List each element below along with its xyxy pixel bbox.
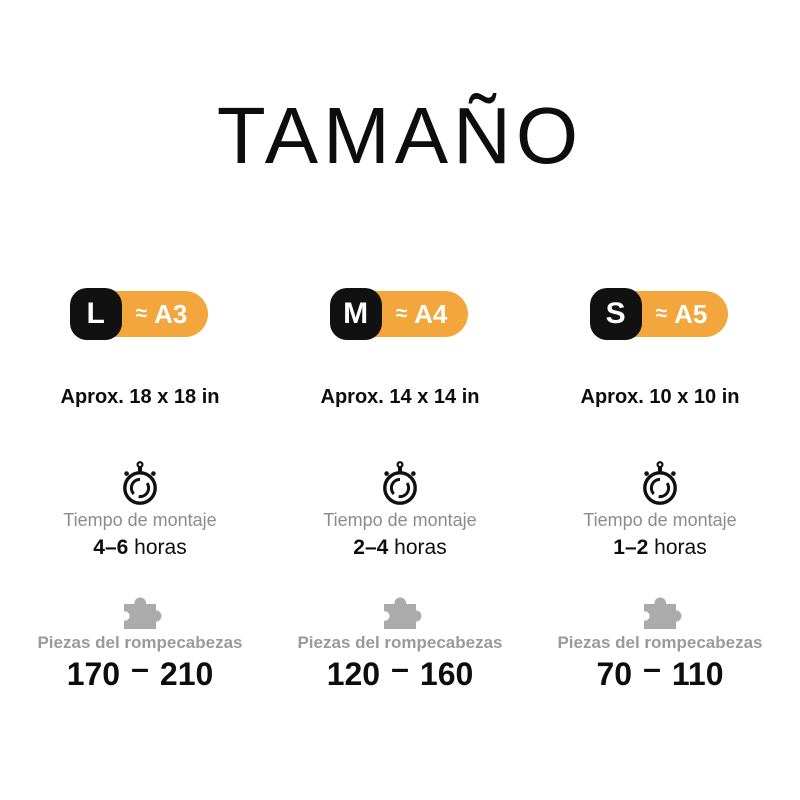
pieces-min: 170 bbox=[66, 656, 121, 692]
time-unit: horas bbox=[394, 536, 447, 559]
pieces-max: 160 bbox=[419, 656, 474, 692]
stopwatch-icon bbox=[378, 461, 422, 507]
pieces-min: 70 bbox=[596, 656, 633, 692]
size-column-s: S ≈ A5 Aprox. 10 x 10 in Tiempo de monta… bbox=[530, 288, 790, 690]
pieces-range: 120 – 160 bbox=[326, 652, 474, 692]
paper-size-pill: S ≈ A5 bbox=[589, 288, 729, 340]
size-column-m: M ≈ A4 Aprox. 14 x 14 in Tiempo de monta… bbox=[270, 288, 530, 690]
pieces-max: 110 bbox=[671, 656, 724, 692]
paper-size-label: A3 bbox=[154, 298, 188, 329]
puzzle-piece-icon bbox=[638, 592, 682, 630]
assembly-time-label: Tiempo de montaje bbox=[583, 510, 737, 530]
assembly-time-label: Tiempo de montaje bbox=[63, 510, 217, 530]
pieces-dash: – bbox=[391, 650, 409, 686]
puzzle-piece-icon bbox=[378, 592, 422, 630]
approx-symbol: ≈ bbox=[395, 302, 408, 325]
size-column-l: L ≈ A3 Aprox. 18 x 18 in Tiempo de monta… bbox=[10, 288, 270, 690]
pieces-range: 170 – 210 bbox=[66, 652, 214, 692]
dimensions-text: Aprox. 18 x 18 in bbox=[60, 386, 220, 408]
time-range: 4–6 bbox=[93, 536, 129, 559]
pieces-dash: – bbox=[131, 650, 149, 686]
paper-size-label: A4 bbox=[414, 298, 448, 329]
time-unit: horas bbox=[654, 536, 707, 559]
size-letter-badge: S bbox=[589, 288, 642, 340]
size-letter-badge: M bbox=[329, 288, 382, 340]
pieces-label: Piezas del rompecabezas bbox=[37, 633, 243, 652]
assembly-time-label: Tiempo de montaje bbox=[323, 510, 477, 530]
assembly-time-value: 2–4 horas bbox=[353, 537, 446, 558]
size-letter: L bbox=[86, 297, 105, 330]
size-badge-s: S ≈ A5 bbox=[589, 288, 729, 340]
page-title: TAMAÑO bbox=[216, 91, 584, 180]
size-letter: M bbox=[343, 297, 369, 330]
pieces-dash: – bbox=[643, 650, 661, 686]
stopwatch-icon bbox=[118, 461, 162, 507]
stopwatch-icon bbox=[638, 461, 682, 507]
dimensions-text: Aprox. 10 x 10 in bbox=[580, 386, 740, 408]
puzzle-piece-icon bbox=[118, 592, 162, 630]
pieces-min: 120 bbox=[326, 656, 381, 692]
approx-symbol: ≈ bbox=[135, 302, 148, 325]
time-unit: horas bbox=[134, 536, 187, 559]
pieces-range: 70 – 110 bbox=[596, 652, 724, 692]
size-columns: L ≈ A3 Aprox. 18 x 18 in Tiempo de monta… bbox=[0, 288, 800, 690]
pieces-max: 210 bbox=[159, 656, 214, 692]
size-badge-m: M ≈ A4 bbox=[329, 288, 469, 340]
size-letter: S bbox=[605, 297, 626, 330]
time-range: 1–2 bbox=[613, 536, 649, 559]
dimensions-text: Aprox. 14 x 14 in bbox=[320, 386, 480, 408]
paper-size-label: A5 bbox=[674, 298, 708, 329]
pieces-label: Piezas del rompecabezas bbox=[297, 633, 503, 652]
paper-size-pill: M ≈ A4 bbox=[329, 288, 469, 340]
size-badge-l: L ≈ A3 bbox=[69, 288, 209, 340]
assembly-time-value: 4–6 horas bbox=[93, 537, 186, 558]
size-letter-badge: L bbox=[69, 288, 122, 340]
paper-size-pill: L ≈ A3 bbox=[69, 288, 209, 340]
approx-symbol: ≈ bbox=[655, 302, 668, 325]
pieces-label: Piezas del rompecabezas bbox=[557, 633, 763, 652]
assembly-time-value: 1–2 horas bbox=[613, 537, 706, 558]
time-range: 2–4 bbox=[353, 536, 389, 559]
